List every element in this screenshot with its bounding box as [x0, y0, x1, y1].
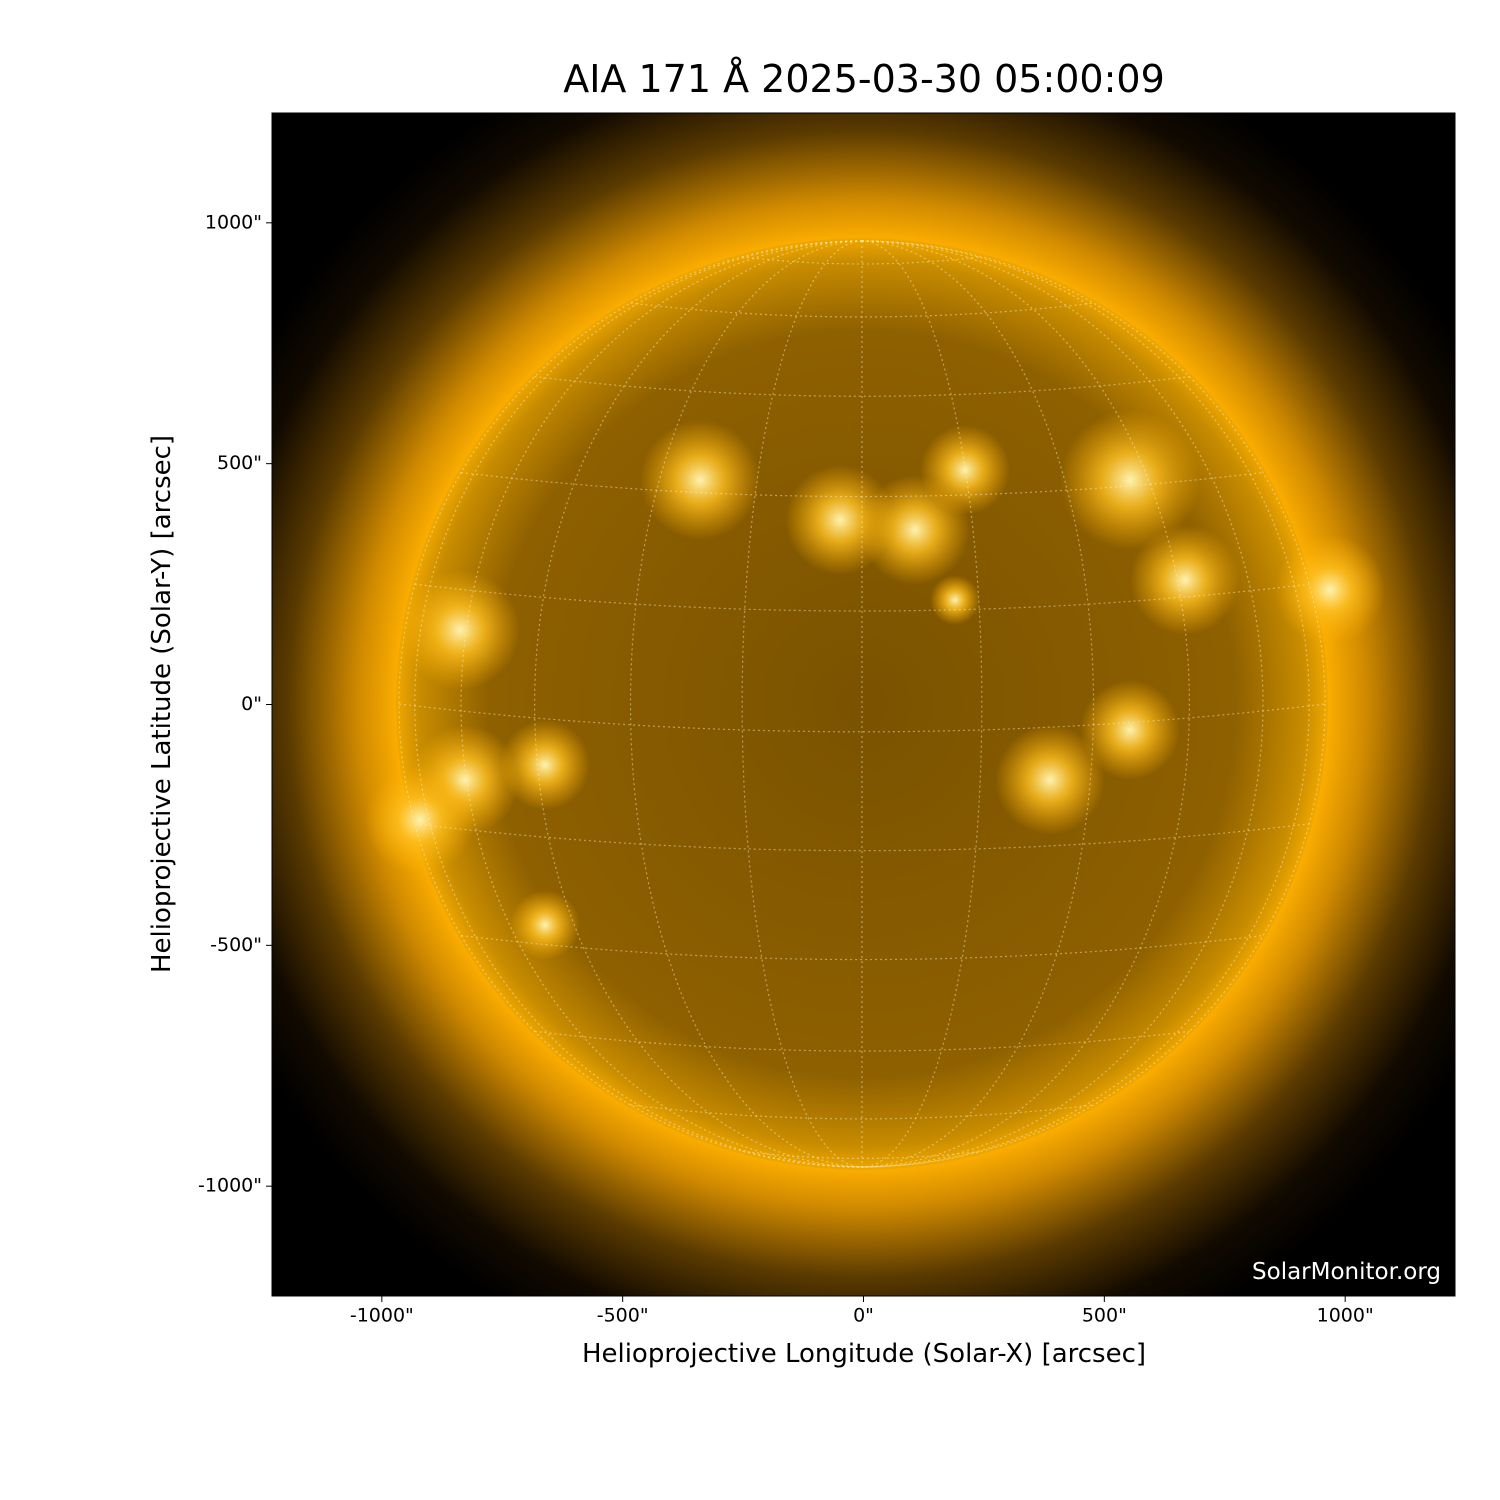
meridian: [460, 240, 863, 1168]
y-tick-label: 1000": [205, 211, 262, 233]
x-tick-label: 0": [853, 1305, 874, 1327]
parallel: [460, 471, 1264, 498]
parallel: [398, 703, 1326, 733]
meridian: [861, 240, 1095, 1168]
solar-image: [272, 113, 1455, 1296]
meridian: [861, 240, 1310, 1168]
parallel: [630, 1104, 1094, 1120]
y-tick-label: -500": [210, 934, 262, 956]
parallel: [630, 302, 1094, 318]
x-tick-label: 500": [1082, 1305, 1127, 1327]
y-tick-label: 0": [241, 693, 262, 715]
parallel: [460, 934, 1264, 961]
meridian: [861, 240, 1190, 1168]
x-tick-label: -1000": [350, 1305, 414, 1327]
parallel: [742, 1150, 982, 1160]
active-regions: [365, 410, 1385, 960]
meridian: [861, 240, 1264, 1168]
parallel: [414, 823, 1310, 852]
chart-title: AIA 171 Å 2025-03-30 05:00:09: [563, 57, 1165, 101]
parallel: [742, 256, 982, 265]
y-tick-label: -1000": [198, 1175, 262, 1197]
parallel: [414, 583, 1310, 612]
graticule: [398, 240, 1326, 1168]
watermark: SolarMonitor.org: [1252, 1259, 1441, 1285]
y-axis-label: Helioprojective Latitude (Solar-Y) [arcs…: [147, 435, 177, 973]
meridian: [414, 240, 863, 1168]
meridian: [534, 240, 863, 1168]
x-axis-label: Helioprojective Longitude (Solar-X) [arc…: [582, 1339, 1146, 1369]
limb: [398, 240, 1326, 1168]
x-tick-label: -500": [597, 1305, 649, 1327]
x-tick-label: 1000": [1317, 1305, 1374, 1327]
y-tick-label: 500": [217, 452, 262, 474]
meridian: [629, 240, 863, 1168]
